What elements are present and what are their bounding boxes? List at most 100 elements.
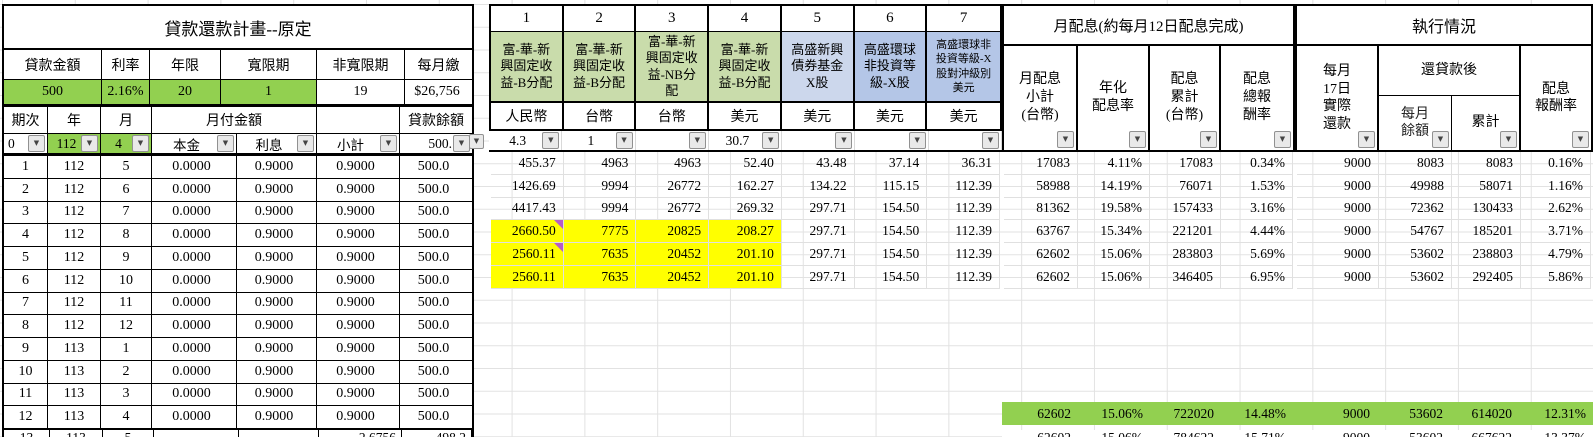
filter-dropdown-button[interactable]: ▼ xyxy=(28,135,45,152)
cell: 4 xyxy=(4,224,48,247)
fund-currency: 美元 xyxy=(949,110,978,125)
cell: 2 xyxy=(101,360,152,384)
header-monthly-balance: 每月 餘額 ▼ xyxy=(1379,96,1452,150)
cell: 15.34% xyxy=(1078,220,1150,243)
filter-principal[interactable]: 本金 ▼ xyxy=(152,134,237,154)
cell: 0.0000 xyxy=(152,338,237,361)
filter-dropdown-button[interactable]: ▼ xyxy=(1358,131,1375,148)
cell: 498.2 xyxy=(402,430,472,437)
filter-dropdown-button[interactable]: ▼ xyxy=(297,135,314,152)
filter-dropdown-button[interactable]: ▼ xyxy=(1432,131,1449,148)
value-years: 20 xyxy=(150,80,221,105)
cell: 17083 xyxy=(1004,152,1078,175)
filter-fund-rate-2[interactable]: 1 ▼ xyxy=(562,131,636,150)
fund-name-5: 高盛新興 債券基金 X股 xyxy=(781,32,855,103)
cell: 269.32 xyxy=(709,197,782,221)
cell: 62602 xyxy=(1004,265,1078,289)
cell: 0.9000 xyxy=(317,156,400,179)
loan-plan-table: 貸款還款計畫--原定 貸款金額 利率 年限 寬限期 非寬限期 每月繳 500 2… xyxy=(2,4,474,431)
filter-dropdown-button[interactable]: ▼ xyxy=(1057,131,1074,148)
filter-dropdown-button[interactable]: ▼ xyxy=(1274,131,1291,148)
header-after-repayment: 還貸款後 xyxy=(1379,46,1521,96)
cell: 1.16% xyxy=(1521,174,1591,198)
cell: 0.9000 xyxy=(317,224,400,247)
cell: 500.0 xyxy=(400,361,472,384)
cell: 26772 xyxy=(636,197,710,221)
filter-interest[interactable]: 利息 ▼ xyxy=(237,134,317,154)
filter-dropdown-button[interactable]: ▼ xyxy=(380,135,397,152)
cell: 20452 xyxy=(636,243,710,266)
cell: 54767 xyxy=(1379,220,1452,243)
cell: 12.31% xyxy=(1544,405,1586,421)
header-years: 年限 xyxy=(150,50,221,80)
fund-names: 富-華-新 興固定收 益-B分配 富-華-新 興固定收 益-B分配 富-華-新 … xyxy=(491,32,1000,103)
cell: 2560.11 xyxy=(491,243,564,266)
filter-balance[interactable]: 500. ▼ xyxy=(400,134,472,154)
filter-dropdown-button[interactable]: ▼ xyxy=(615,132,633,149)
execution-headers: 每月 17日 實際 還款 ▼ 還貸款後 每月 餘額 ▼ 累計 ▼ 配息 報酬率 ▼ xyxy=(1295,44,1593,152)
filter-dropdown-button[interactable]: ▼ xyxy=(81,135,98,152)
filter-dropdown-button[interactable]: ▼ xyxy=(132,135,149,152)
gap-filter-dropdown-button[interactable]: ▼ xyxy=(469,134,484,149)
filter-fund-rate-6[interactable]: ▼ xyxy=(855,131,929,150)
funds-table: 1 2 3 4 5 6 7 富-華-新 興固定收 益-B分配 富-華-新 興固定… xyxy=(489,4,1002,131)
cell: 0.0000 xyxy=(152,269,237,293)
cell: 201.10 xyxy=(709,243,782,266)
header-monthly-pay-amount: 月付金額 xyxy=(152,107,317,134)
cell: 8083 xyxy=(1379,152,1452,175)
cell: 0.9000 xyxy=(237,178,317,202)
cell: 0.9000 xyxy=(317,247,400,270)
filter-period[interactable]: 0 ▼ xyxy=(4,134,48,154)
loan-param-values: 500 2.16% 20 1 19 $26,756 xyxy=(4,80,472,107)
cell: 0.0000 xyxy=(152,406,237,429)
header-cumulative: 累計 ▼ xyxy=(1452,96,1521,150)
cell: 9000 xyxy=(1297,243,1379,266)
filter-dropdown-button[interactable]: ▼ xyxy=(981,132,999,149)
cell: 15.06% xyxy=(1078,265,1150,289)
header-dividend-total-return: 配息 總報 酬率 ▼ xyxy=(1221,46,1293,150)
cell: 5.69% xyxy=(1221,243,1293,266)
filter-fund-rate-1[interactable]: 4.3 ▼ xyxy=(489,131,563,150)
filter-fund-rate-5[interactable]: ▼ xyxy=(782,131,856,150)
filter-dropdown-button[interactable]: ▼ xyxy=(835,132,853,149)
filter-fund-rate-7[interactable]: ▼ xyxy=(929,131,1002,150)
cell: 201.10 xyxy=(709,265,782,289)
cell: 346405 xyxy=(1150,265,1221,289)
filter-fund-rate-3[interactable]: ▼ xyxy=(636,131,709,150)
filter-dropdown-button[interactable]: ▼ xyxy=(762,132,780,149)
filter-dropdown-button[interactable]: ▼ xyxy=(1200,131,1217,148)
dividend-headers: 月配息 小計 (台幣) ▼ 年化 配息率 ▼ 配息 累計 (台幣) ▼ 配息 總報 酬… xyxy=(1002,44,1295,152)
cell: 36.31 xyxy=(927,152,1000,175)
header-grace-period: 寬限期 xyxy=(221,50,317,80)
fund-currency: 美元 xyxy=(782,103,855,129)
filter-dropdown-button[interactable]: ▼ xyxy=(1572,131,1589,148)
filter-dropdown-button[interactable]: ▼ xyxy=(217,135,234,152)
cell: 0.0000 xyxy=(152,224,237,247)
fund-name-4: 富-華-新 興固定收 益-B分配 xyxy=(709,32,782,103)
cell: 5.86% xyxy=(1521,265,1591,289)
cell: 112 xyxy=(48,224,101,247)
header-dividend-return-rate: 配息 報酬率 ▼ xyxy=(1521,46,1591,150)
filter-dropdown-button[interactable]: ▼ xyxy=(542,132,560,149)
cell: 15.06% xyxy=(1078,430,1150,437)
cell xyxy=(239,430,319,437)
header-blank xyxy=(317,107,400,134)
cell: 162.27 xyxy=(709,174,782,198)
header-non-grace-period: 非寬限期 xyxy=(317,50,405,80)
filter-fund-rate-4[interactable]: 30.7 ▼ xyxy=(709,131,783,150)
filter-subtotal[interactable]: 小計 ▼ xyxy=(317,134,400,154)
cell: 17083 xyxy=(1150,152,1221,175)
cell: 0.34% xyxy=(1221,152,1293,175)
filter-dropdown-button[interactable]: ▼ xyxy=(688,132,706,149)
cell: 157433 xyxy=(1150,197,1221,221)
filter-dropdown-button[interactable]: ▼ xyxy=(908,132,926,149)
filter-dropdown-button[interactable]: ▼ xyxy=(1129,131,1146,148)
header-actual-repayment: 每月 17日 實際 還款 ▼ xyxy=(1297,46,1379,150)
filter-month[interactable]: 4 ▼ xyxy=(101,134,152,154)
cell: 134.22 xyxy=(781,174,855,198)
header-annualized-rate: 年化 配息率 ▼ xyxy=(1078,46,1150,150)
filter-year[interactable]: 112 ▼ xyxy=(48,134,101,154)
filter-dropdown-button[interactable]: ▼ xyxy=(453,135,470,152)
filter-dropdown-button[interactable]: ▼ xyxy=(1500,131,1517,148)
cell: 10 xyxy=(4,360,48,384)
